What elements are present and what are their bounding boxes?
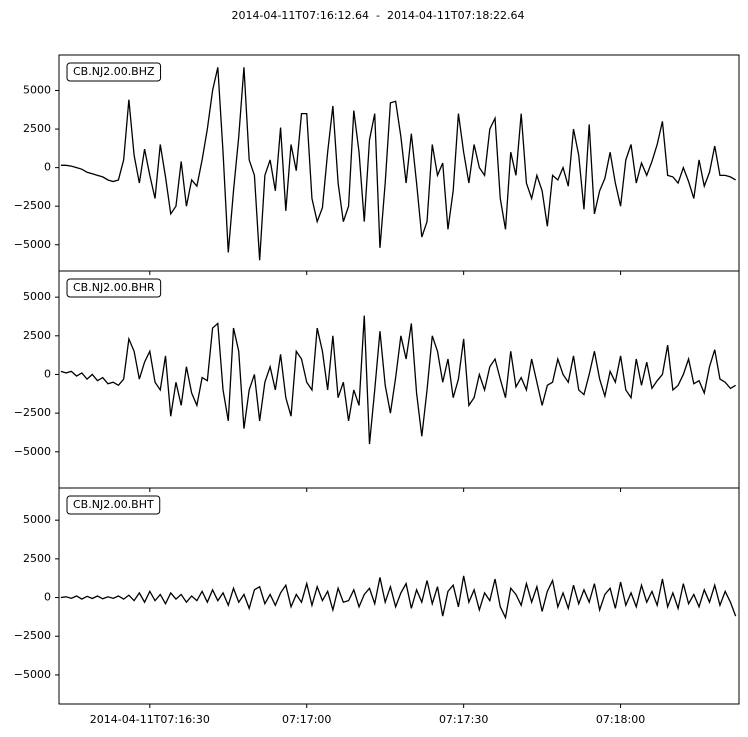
y-tick-label: 0 — [44, 161, 51, 174]
y-tick-label: 2500 — [23, 122, 51, 135]
legend-label: CB.NJ2.00.BHT — [73, 498, 154, 511]
y-tick-label: −2500 — [14, 406, 51, 419]
y-tick-label: 0 — [44, 367, 51, 380]
y-tick-label: 2500 — [23, 329, 51, 342]
waveform — [60, 67, 736, 261]
x-tick-label: 07:18:00 — [596, 713, 645, 726]
legend-box — [66, 278, 162, 298]
y-tick-label: 5000 — [23, 83, 51, 96]
waveform — [60, 575, 737, 620]
y-tick-label: −2500 — [14, 629, 51, 642]
y-tick-label: 5000 — [23, 290, 51, 303]
y-tick-label: 0 — [44, 591, 51, 604]
x-tick-label: 2014-04-11T07:16:30 — [90, 713, 210, 726]
legend-label: CB.NJ2.00.BHR — [73, 281, 155, 294]
plot-frame — [58, 487, 740, 705]
y-tick-label: −5000 — [14, 445, 51, 458]
waveform — [60, 315, 736, 445]
legend-box — [66, 495, 161, 515]
x-tick-label: 07:17:30 — [439, 713, 488, 726]
y-tick-label: 2500 — [23, 552, 51, 565]
legend: CB.NJ2.00.BHZ — [66, 62, 162, 82]
y-tick-label: −5000 — [14, 668, 51, 681]
y-tick-label: 5000 — [23, 513, 51, 526]
x-tick-label: 07:17:00 — [282, 713, 331, 726]
chart-title: 2014-04-11T07:16:12.64 - 2014-04-11T07:1… — [231, 9, 524, 22]
legend-box — [66, 62, 162, 82]
legend: CB.NJ2.00.BHT — [66, 495, 161, 515]
legend: CB.NJ2.00.BHR — [66, 278, 162, 298]
y-tick-label: −2500 — [14, 199, 51, 212]
legend-label: CB.NJ2.00.BHZ — [73, 65, 155, 78]
y-tick-label: −5000 — [14, 238, 51, 251]
